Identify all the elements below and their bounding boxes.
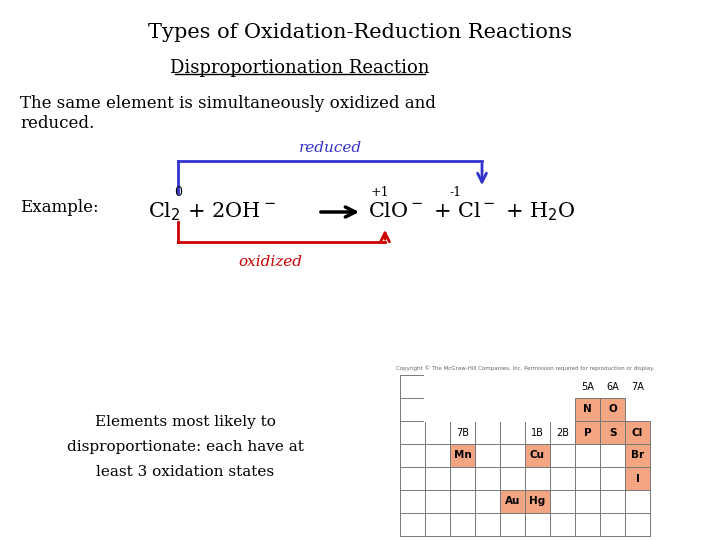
Bar bbox=[500, 375, 525, 398]
Bar bbox=[425, 375, 450, 398]
Text: Example:: Example: bbox=[20, 199, 99, 217]
Text: S: S bbox=[608, 428, 616, 437]
Bar bbox=[625, 467, 650, 490]
Text: 0: 0 bbox=[174, 186, 182, 199]
Bar bbox=[575, 398, 600, 421]
Bar bbox=[600, 398, 625, 421]
Text: reduced.: reduced. bbox=[20, 116, 94, 132]
Text: 6A: 6A bbox=[606, 381, 619, 391]
Bar bbox=[625, 421, 650, 444]
Text: Elements most likely to: Elements most likely to bbox=[94, 415, 276, 429]
Text: The same element is simultaneously oxidized and: The same element is simultaneously oxidi… bbox=[20, 94, 436, 111]
Bar bbox=[575, 375, 600, 398]
Bar bbox=[600, 375, 625, 398]
Bar bbox=[625, 398, 650, 421]
Text: Types of Oxidation-Reduction Reactions: Types of Oxidation-Reduction Reactions bbox=[148, 23, 572, 42]
Text: Disproportionation Reaction: Disproportionation Reaction bbox=[170, 59, 430, 77]
Bar bbox=[600, 398, 625, 421]
Text: +1: +1 bbox=[371, 186, 390, 199]
Text: 2B: 2B bbox=[556, 428, 569, 437]
Bar bbox=[450, 398, 475, 421]
Bar bbox=[450, 444, 475, 467]
Text: Br: Br bbox=[631, 450, 644, 461]
Bar bbox=[475, 375, 500, 398]
Text: O: O bbox=[608, 404, 617, 415]
Text: Mn: Mn bbox=[454, 450, 472, 461]
Bar bbox=[425, 398, 450, 421]
Text: disproportionate: each have at: disproportionate: each have at bbox=[66, 440, 303, 454]
Text: P: P bbox=[584, 428, 591, 437]
Text: 1B: 1B bbox=[531, 428, 544, 437]
Text: I: I bbox=[636, 474, 639, 483]
Bar bbox=[575, 398, 600, 421]
Text: Cl$_2$ + 2OH$^-$: Cl$_2$ + 2OH$^-$ bbox=[148, 201, 276, 224]
Bar bbox=[500, 490, 525, 513]
Bar bbox=[450, 375, 475, 398]
Text: -1: -1 bbox=[450, 186, 462, 199]
Bar bbox=[500, 398, 525, 421]
Bar bbox=[625, 375, 650, 398]
Text: Au: Au bbox=[505, 496, 520, 507]
Bar bbox=[475, 398, 500, 421]
Text: 7B: 7B bbox=[456, 428, 469, 437]
Text: 7A: 7A bbox=[631, 381, 644, 391]
Text: ClO$^-$ + Cl$^-$ + H$_2$O: ClO$^-$ + Cl$^-$ + H$_2$O bbox=[368, 201, 575, 224]
Bar bbox=[550, 398, 575, 421]
Bar bbox=[525, 490, 550, 513]
Text: least 3 oxidation states: least 3 oxidation states bbox=[96, 465, 274, 479]
Text: N: N bbox=[583, 404, 592, 415]
Text: Cu: Cu bbox=[530, 450, 545, 461]
Text: oxidized: oxidized bbox=[238, 255, 302, 269]
Text: Cl: Cl bbox=[632, 428, 643, 437]
Bar bbox=[550, 375, 575, 398]
Text: Hg: Hg bbox=[529, 496, 546, 507]
Bar bbox=[525, 444, 550, 467]
Text: Copyright © The McGraw-Hill Companies, Inc. Permission required for reproduction: Copyright © The McGraw-Hill Companies, I… bbox=[396, 365, 654, 371]
Bar bbox=[525, 375, 550, 398]
Bar bbox=[600, 421, 625, 444]
Bar bbox=[625, 444, 650, 467]
Text: 5A: 5A bbox=[581, 381, 594, 391]
Bar bbox=[575, 421, 600, 444]
Bar bbox=[525, 398, 550, 421]
Text: reduced: reduced bbox=[298, 141, 361, 155]
